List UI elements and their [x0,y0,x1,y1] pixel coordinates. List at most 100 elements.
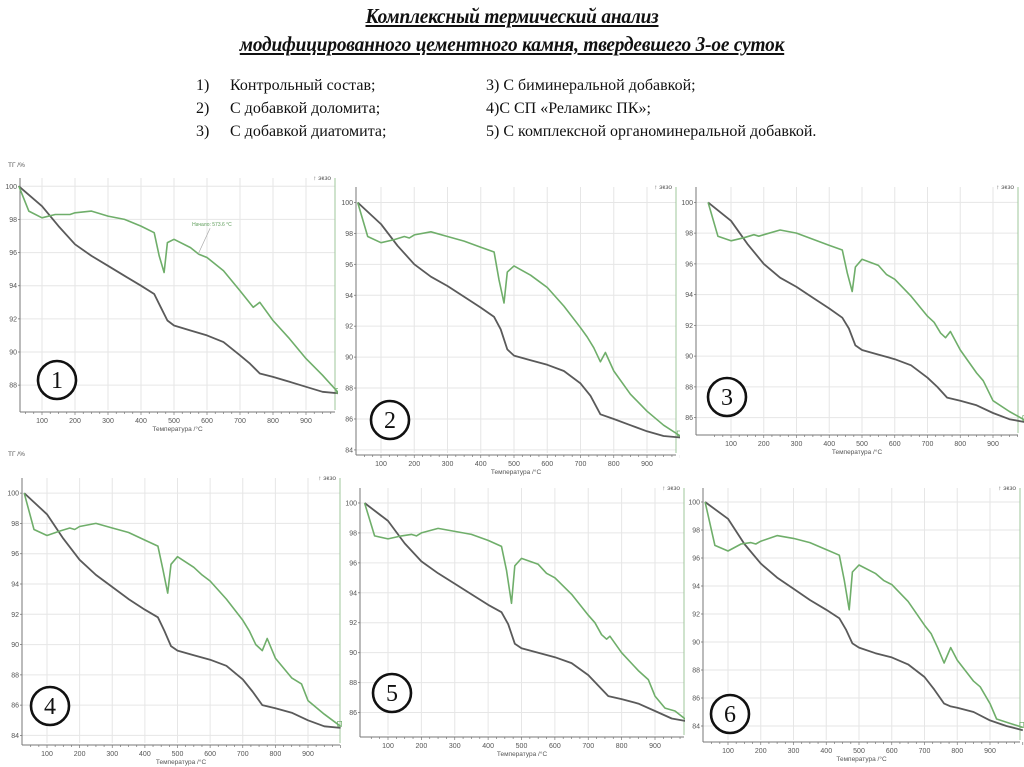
chart-panel-5: 86 88 90 92 94 96 98 100 100 200 300 400 500 600 700 80… [342,480,690,767]
y-tick-label: 86 [11,703,19,710]
y-tick-label: 94 [345,293,353,300]
y-tick-label: 92 [349,620,357,627]
x-tick-label: 100 [375,461,387,468]
x-tick-label: 800 [267,418,279,425]
svg-text:3: 3 [721,385,733,411]
x-tick-label: 500 [856,441,868,448]
y-axis-label: ТГ /% [8,451,25,458]
legend-item-3: 3) С добавкой диатомита; [196,120,386,143]
x-tick-label: 800 [951,748,963,755]
x-tick-label: 100 [382,743,394,750]
annotation-leader [197,228,211,255]
x-tick-label: 300 [449,743,461,750]
x-tick-label: 300 [791,441,803,448]
x-tick-label: 200 [755,748,767,755]
x-tick-label: 800 [616,743,628,750]
chart-1-svg: 88 90 92 94 96 98 100 100 200 300 400 500 600 700 800 9… [5,162,355,433]
x-tick-label: 100 [725,441,737,448]
y-tick-label: 84 [345,447,353,454]
x-tick-label: 900 [641,461,653,468]
y-tick-label: 88 [685,384,693,391]
end-marker-icon [337,720,342,727]
x-tick-label: 200 [74,751,86,758]
axes: 86 88 90 92 94 96 98 100 100 200 300 400 500 600 700 80… [681,184,1019,456]
x-tick-label: 700 [922,441,934,448]
axes: 84 86 88 90 92 94 96 98 100 100 200 300 400 500 600 700… [341,184,681,476]
tg-curve [357,201,681,439]
chart-panel-3: 86 88 90 92 94 96 98 100 100 200 300 400 500 600 700 80… [680,175,1024,465]
x-tick-label: 500 [172,751,184,758]
exo-direction-label: ↑ экзо [662,485,680,492]
y-tick-label: 100 [5,184,17,191]
legend-item-5: 4)С СП «Реламикс ПК»; [486,100,651,117]
chart-6-svg: 84 86 88 90 92 94 96 98 100 100 200 300 400 500 600 700… [688,485,1024,763]
dsc-curve [363,502,689,723]
y-axis-label: ТГ /% [8,162,25,169]
y-tick-label: 84 [11,733,19,740]
legend-text: С добавкой доломита; [230,100,381,117]
tg-curve [18,185,340,395]
y-tick-label: 88 [345,386,353,393]
y-tick-label: 96 [685,261,693,268]
y-tick-label: 100 [7,491,19,498]
y-tick-label: 86 [685,415,693,422]
exo-direction-label: ↑ экзо [313,175,331,182]
x-tick-label: 600 [541,461,553,468]
y-tick-label: 86 [692,696,700,703]
legend-number: 1) [196,77,210,94]
x-tick-label: 800 [608,461,620,468]
chart-panel-2: 84 86 88 90 92 94 96 98 100 100 200 300 400 500 600 700… [338,175,682,476]
x-tick-label: 300 [102,418,114,425]
y-tick-label: 98 [349,530,357,537]
y-tick-label: 100 [681,200,693,207]
x-tick-label: 700 [919,748,931,755]
tg-curve [707,201,1024,423]
x-tick-label: 600 [889,441,901,448]
x-axis-label: Температура /°C [491,468,542,476]
x-axis-label: Температура /°C [156,758,207,766]
legend-item-6: 5) С комплексной органоминеральной добав… [486,123,817,140]
chart-number-badge: 5 [371,672,413,714]
chart-number-badge: 4 [29,685,71,727]
y-tick-label: 100 [688,500,700,507]
x-tick-label: 200 [69,418,81,425]
x-tick-label: 900 [649,743,661,750]
y-tick-label: 84 [692,724,700,731]
x-tick-label: 400 [482,743,494,750]
x-tick-label: 100 [36,418,48,425]
y-tick-label: 96 [11,551,19,558]
y-tick-label: 88 [349,680,357,687]
y-tick-label: 90 [692,640,700,647]
y-tick-label: 92 [692,612,700,619]
x-tick-label: 700 [575,461,587,468]
x-tick-label: 600 [549,743,561,750]
x-tick-label: 800 [270,751,282,758]
y-tick-label: 94 [349,590,357,597]
chart-panel-6: 84 86 88 90 92 94 96 98 100 100 200 300 400 500 600 700… [685,480,1024,767]
x-tick-label: 900 [302,751,314,758]
x-tick-label: 300 [442,461,454,468]
x-tick-label: 200 [416,743,428,750]
x-tick-label: 500 [853,748,865,755]
y-tick-label: 92 [685,323,693,330]
x-tick-label: 700 [237,751,249,758]
exo-direction-label: ↑ экзо [654,184,672,191]
y-tick-label: 92 [9,316,17,323]
y-tick-label: 90 [345,355,353,362]
tg-curve [704,501,1024,732]
chart-number-badge: 1 [36,359,78,401]
svg-text:1: 1 [51,368,63,394]
exo-direction-label: ↑ экзо [998,485,1016,492]
y-tick-label: 98 [345,231,353,238]
y-tick-label: 86 [345,416,353,423]
chart-number-badge: 2 [369,399,411,441]
x-tick-label: 600 [886,748,898,755]
x-tick-label: 900 [987,441,999,448]
y-tick-label: 90 [685,354,693,361]
x-tick-label: 700 [234,418,246,425]
y-tick-label: 88 [11,672,19,679]
chart-5-svg: 86 88 90 92 94 96 98 100 100 200 300 400 500 600 700 80… [345,485,690,758]
x-tick-label: 100 [41,751,53,758]
exo-direction-label: ↑ экзо [318,475,336,482]
legend-left-column: 1) Контрольный состав; 2) С добавкой долом… [196,74,386,143]
